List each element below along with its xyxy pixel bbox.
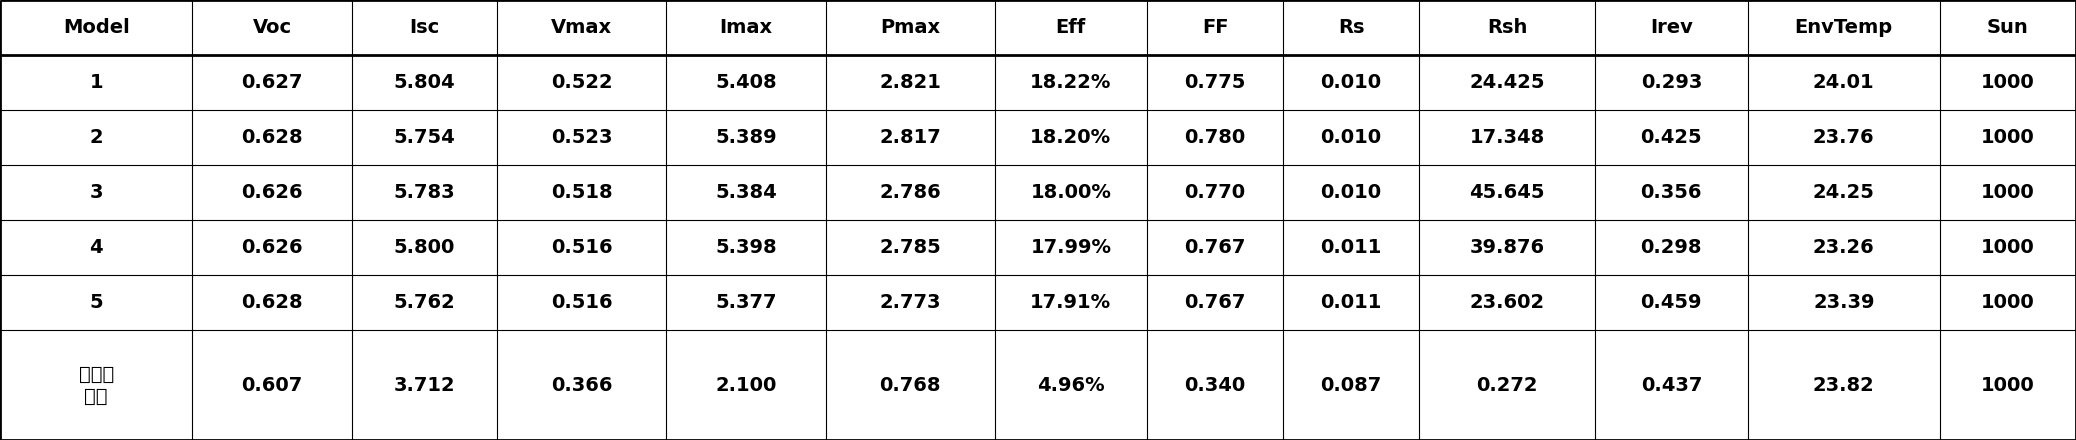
- Text: 0.628: 0.628: [241, 293, 303, 312]
- Text: 1000: 1000: [1981, 183, 2034, 202]
- Text: 18.00%: 18.00%: [1030, 183, 1111, 202]
- Text: 4: 4: [89, 238, 104, 257]
- Text: 1000: 1000: [1981, 73, 2034, 92]
- Text: Sun: Sun: [1987, 18, 2028, 37]
- Text: 18.20%: 18.20%: [1030, 128, 1111, 147]
- Text: 23.26: 23.26: [1812, 238, 1875, 257]
- Text: 0.293: 0.293: [1640, 73, 1702, 92]
- Text: 对比实
施例: 对比实 施例: [79, 364, 114, 406]
- Text: 0.516: 0.516: [550, 238, 612, 257]
- Text: 18.22%: 18.22%: [1030, 73, 1111, 92]
- Text: Voc: Voc: [253, 18, 291, 37]
- Text: 0.626: 0.626: [241, 238, 303, 257]
- Text: 23.76: 23.76: [1812, 128, 1875, 147]
- Text: 5: 5: [89, 293, 104, 312]
- Text: Isc: Isc: [409, 18, 440, 37]
- Text: 5.800: 5.800: [394, 238, 455, 257]
- Text: 0.459: 0.459: [1640, 293, 1702, 312]
- Text: 5.783: 5.783: [394, 183, 455, 202]
- Text: 0.087: 0.087: [1320, 375, 1383, 395]
- Text: 4.96%: 4.96%: [1038, 375, 1104, 395]
- Text: 5.754: 5.754: [394, 128, 455, 147]
- Text: 0.523: 0.523: [550, 128, 612, 147]
- Text: 17.348: 17.348: [1470, 128, 1545, 147]
- Text: 0.780: 0.780: [1185, 128, 1246, 147]
- Text: 5.398: 5.398: [714, 238, 776, 257]
- Text: 23.602: 23.602: [1470, 293, 1545, 312]
- Text: 0.340: 0.340: [1185, 375, 1246, 395]
- Text: 5.389: 5.389: [714, 128, 776, 147]
- Text: 45.645: 45.645: [1470, 183, 1545, 202]
- Text: 0.011: 0.011: [1320, 293, 1383, 312]
- Text: 5.384: 5.384: [714, 183, 776, 202]
- Text: 3: 3: [89, 183, 104, 202]
- Text: Imax: Imax: [720, 18, 772, 37]
- Text: 0.518: 0.518: [550, 183, 612, 202]
- Text: Irev: Irev: [1650, 18, 1692, 37]
- Text: 39.876: 39.876: [1470, 238, 1545, 257]
- Text: 17.91%: 17.91%: [1030, 293, 1111, 312]
- Text: 0.775: 0.775: [1185, 73, 1246, 92]
- Text: Model: Model: [62, 18, 129, 37]
- Text: Eff: Eff: [1057, 18, 1086, 37]
- Text: 0.010: 0.010: [1320, 128, 1383, 147]
- Text: 0.627: 0.627: [241, 73, 303, 92]
- Text: 2.821: 2.821: [880, 73, 940, 92]
- Text: 5.408: 5.408: [714, 73, 776, 92]
- Text: 0.768: 0.768: [880, 375, 940, 395]
- Text: 0.298: 0.298: [1640, 238, 1702, 257]
- Text: 2.817: 2.817: [880, 128, 940, 147]
- Text: 0.356: 0.356: [1640, 183, 1702, 202]
- Text: 1000: 1000: [1981, 293, 2034, 312]
- Text: 0.010: 0.010: [1320, 183, 1383, 202]
- Text: FF: FF: [1202, 18, 1229, 37]
- Text: 5.804: 5.804: [394, 73, 455, 92]
- Text: Rsh: Rsh: [1486, 18, 1528, 37]
- Text: 0.010: 0.010: [1320, 73, 1383, 92]
- Text: 2.786: 2.786: [880, 183, 940, 202]
- Text: 24.425: 24.425: [1470, 73, 1545, 92]
- Text: 23.82: 23.82: [1812, 375, 1875, 395]
- Text: 0.628: 0.628: [241, 128, 303, 147]
- Text: 0.011: 0.011: [1320, 238, 1383, 257]
- Text: 1000: 1000: [1981, 238, 2034, 257]
- Text: 1000: 1000: [1981, 375, 2034, 395]
- Text: 3.712: 3.712: [394, 375, 455, 395]
- Text: 0.425: 0.425: [1640, 128, 1702, 147]
- Text: 5.377: 5.377: [716, 293, 776, 312]
- Text: Pmax: Pmax: [880, 18, 940, 37]
- Text: 0.522: 0.522: [550, 73, 612, 92]
- Text: 17.99%: 17.99%: [1030, 238, 1111, 257]
- Text: EnvTemp: EnvTemp: [1796, 18, 1893, 37]
- Text: 24.01: 24.01: [1812, 73, 1875, 92]
- Text: 0.272: 0.272: [1476, 375, 1538, 395]
- Text: 1: 1: [89, 73, 104, 92]
- Text: 2: 2: [89, 128, 104, 147]
- Text: Rs: Rs: [1337, 18, 1364, 37]
- Text: 5.762: 5.762: [394, 293, 455, 312]
- Text: 0.767: 0.767: [1185, 293, 1246, 312]
- Text: 0.516: 0.516: [550, 293, 612, 312]
- Text: 23.39: 23.39: [1812, 293, 1875, 312]
- Text: 0.607: 0.607: [241, 375, 303, 395]
- Text: 0.437: 0.437: [1640, 375, 1702, 395]
- Text: 0.626: 0.626: [241, 183, 303, 202]
- Text: 2.100: 2.100: [716, 375, 776, 395]
- Text: 24.25: 24.25: [1812, 183, 1875, 202]
- Text: 0.770: 0.770: [1185, 183, 1246, 202]
- Text: 2.773: 2.773: [880, 293, 940, 312]
- Text: 2.785: 2.785: [880, 238, 940, 257]
- Text: 0.366: 0.366: [550, 375, 612, 395]
- Text: 1000: 1000: [1981, 128, 2034, 147]
- Text: 0.767: 0.767: [1185, 238, 1246, 257]
- Text: Vmax: Vmax: [552, 18, 612, 37]
